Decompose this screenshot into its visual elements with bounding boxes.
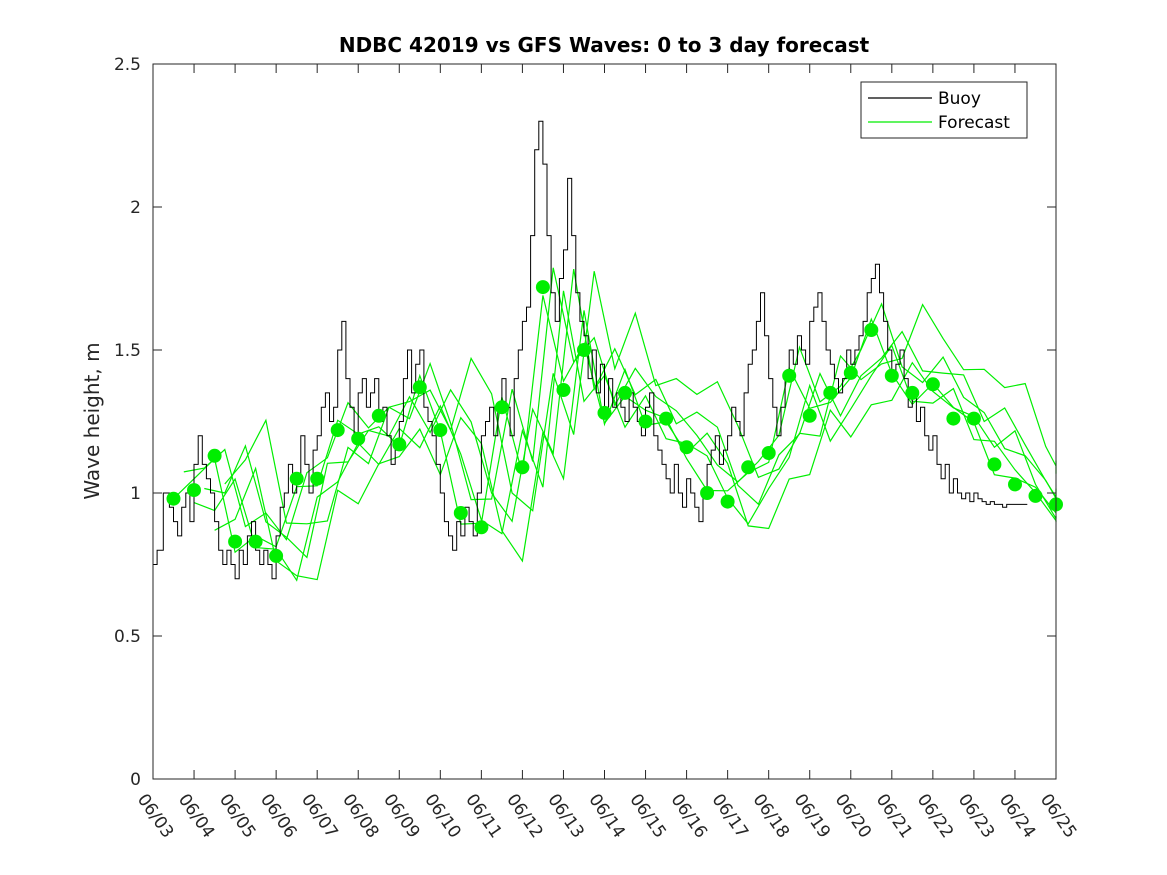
forecast-point xyxy=(535,280,550,295)
forecast-point xyxy=(310,471,325,486)
forecast-point xyxy=(966,411,981,426)
forecast-point xyxy=(1008,477,1022,492)
legend-buoy-label: Buoy xyxy=(938,89,981,109)
y-tick-label: 1.5 xyxy=(114,341,141,361)
forecast-point xyxy=(700,486,715,500)
forecast-point xyxy=(987,457,1002,472)
chart-title: NDBC 42019 vs GFS Waves: 0 to 3 day fore… xyxy=(339,33,870,57)
forecast-point xyxy=(433,423,448,438)
legend: Buoy Forecast xyxy=(860,81,1028,139)
y-axis-ticks: 0 0.5 1 1.5 2 2.5 xyxy=(114,55,1056,790)
forecast-point xyxy=(474,520,489,535)
forecast-run-line xyxy=(214,310,1057,581)
forecast-point xyxy=(228,534,243,549)
forecast-point xyxy=(884,368,899,383)
y-tick-label: 2.5 xyxy=(114,55,141,75)
forecast-run-line xyxy=(193,290,1057,582)
y-tick-label: 0.5 xyxy=(114,627,141,647)
y-tick-label: 2 xyxy=(130,198,141,218)
y-axis-label: Wave height, m xyxy=(80,342,104,499)
forecast-point xyxy=(782,368,797,383)
forecast-point xyxy=(720,494,735,509)
forecast-point xyxy=(659,411,674,426)
legend-forecast-label: Forecast xyxy=(938,113,1010,133)
forecast-point xyxy=(946,411,961,426)
legend-box xyxy=(860,81,1028,139)
forecast-point xyxy=(351,431,366,446)
forecast-point xyxy=(843,365,858,380)
forecast-point xyxy=(925,377,940,392)
forecast-point xyxy=(248,534,263,549)
forecast-point xyxy=(577,343,591,357)
forecast-point xyxy=(679,440,694,455)
forecast-point xyxy=(515,460,530,475)
forecast-point xyxy=(412,380,427,395)
forecast-point xyxy=(597,405,612,420)
forecast-point xyxy=(741,460,756,475)
forecast-point xyxy=(166,491,181,506)
forecast-point xyxy=(864,323,879,337)
forecast-point xyxy=(330,423,345,438)
forecast-point xyxy=(289,471,304,486)
forecast-point xyxy=(905,385,920,400)
forecast-point xyxy=(638,414,653,429)
forecast-point xyxy=(269,548,284,563)
forecast-point xyxy=(823,385,838,400)
forecast-run-line xyxy=(204,268,1057,559)
forecast-point xyxy=(392,437,407,452)
forecast-point xyxy=(494,400,509,415)
y-tick-label: 0 xyxy=(130,770,141,790)
buoy-series-line xyxy=(153,120,1028,580)
forecast-point xyxy=(1028,488,1043,503)
forecast-point xyxy=(618,385,632,400)
forecast-point xyxy=(371,408,386,423)
forecast-point xyxy=(187,483,201,498)
forecast-point xyxy=(207,448,222,463)
forecast-point xyxy=(556,383,571,397)
forecast-point xyxy=(453,506,468,520)
forecast-point xyxy=(802,408,817,423)
forecast-run-line xyxy=(224,271,1057,525)
y-tick-label: 1 xyxy=(130,484,141,504)
forecast-point xyxy=(761,446,776,460)
plot-markers xyxy=(166,280,1063,563)
